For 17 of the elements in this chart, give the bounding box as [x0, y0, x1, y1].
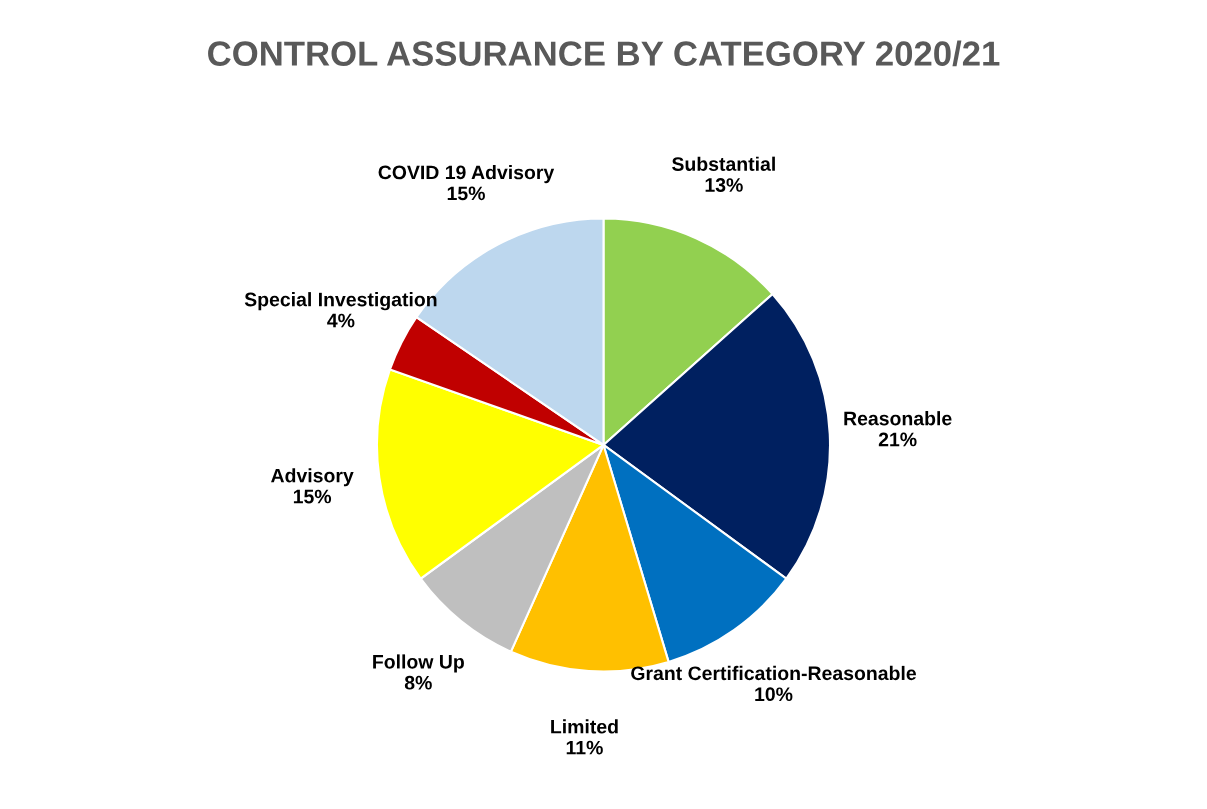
data-label: 4%: [327, 313, 355, 328]
slice-label: Advisory: [271, 468, 354, 487]
data-label: 13%: [705, 178, 743, 192]
data-label: 10%: [755, 687, 793, 702]
data-label: 21%: [878, 432, 917, 447]
data-label: 15%: [293, 489, 332, 504]
chart-title: CONTROL ASSURANCE BY CATEGORY 2020/21: [208, 40, 1000, 67]
slice-label: COVID 19 Advisory: [378, 165, 555, 184]
slice-label: Follow Up: [373, 654, 464, 673]
data-label: 15%: [447, 186, 485, 201]
slice-label: Grant Certification-Reasonable: [631, 665, 916, 681]
data-label: 8%: [404, 675, 432, 690]
slice-label: Reasonable: [844, 411, 952, 426]
slice-label: Substantial: [672, 156, 775, 171]
slice-label: Limited: [551, 719, 618, 734]
data-label: 11%: [566, 740, 603, 755]
slice-label: Special Investigation: [244, 292, 437, 311]
